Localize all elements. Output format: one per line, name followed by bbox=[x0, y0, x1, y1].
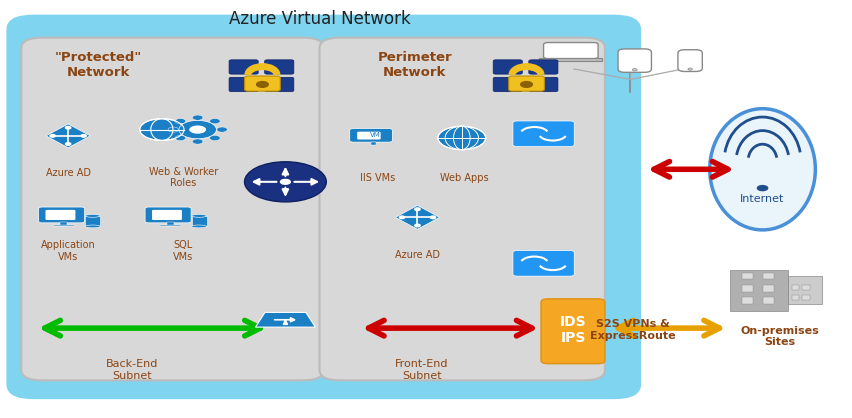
FancyBboxPatch shape bbox=[265, 60, 294, 74]
Text: Perimeter
Network: Perimeter Network bbox=[377, 51, 452, 79]
FancyBboxPatch shape bbox=[678, 50, 702, 71]
Circle shape bbox=[245, 162, 326, 202]
Text: IIS VMs: IIS VMs bbox=[360, 173, 395, 183]
FancyBboxPatch shape bbox=[9, 17, 639, 397]
Circle shape bbox=[179, 120, 216, 139]
Circle shape bbox=[140, 119, 184, 140]
Circle shape bbox=[50, 135, 55, 137]
Bar bbox=[730, 270, 788, 311]
Text: Application
VMs: Application VMs bbox=[41, 240, 95, 262]
FancyBboxPatch shape bbox=[509, 76, 544, 91]
FancyBboxPatch shape bbox=[349, 129, 392, 142]
Text: S2S VPNs &
ExpressRoute: S2S VPNs & ExpressRoute bbox=[590, 319, 676, 341]
Circle shape bbox=[400, 216, 405, 219]
Bar bbox=[803, 285, 810, 290]
Ellipse shape bbox=[192, 214, 207, 217]
Ellipse shape bbox=[192, 225, 207, 228]
Circle shape bbox=[210, 135, 220, 140]
FancyBboxPatch shape bbox=[544, 43, 598, 59]
Polygon shape bbox=[256, 312, 315, 327]
Text: Azure Virtual Network: Azure Virtual Network bbox=[228, 10, 411, 28]
Polygon shape bbox=[395, 205, 440, 229]
Bar bbox=[763, 297, 774, 304]
Text: Back-End
Subnet: Back-End Subnet bbox=[106, 359, 158, 381]
Text: Internet: Internet bbox=[740, 194, 785, 204]
Ellipse shape bbox=[710, 109, 815, 230]
Circle shape bbox=[176, 135, 186, 140]
Bar bbox=[763, 285, 774, 292]
Text: Azure AD: Azure AD bbox=[46, 168, 90, 178]
FancyBboxPatch shape bbox=[320, 38, 605, 380]
Circle shape bbox=[632, 69, 637, 71]
Circle shape bbox=[521, 82, 532, 87]
Bar bbox=[54, 225, 74, 227]
Circle shape bbox=[176, 119, 186, 124]
Circle shape bbox=[189, 125, 206, 134]
Circle shape bbox=[81, 135, 86, 137]
FancyBboxPatch shape bbox=[618, 49, 652, 72]
Circle shape bbox=[193, 115, 203, 120]
Bar bbox=[792, 285, 799, 290]
Circle shape bbox=[415, 208, 420, 211]
Bar bbox=[742, 285, 753, 292]
Circle shape bbox=[688, 68, 693, 70]
FancyBboxPatch shape bbox=[265, 77, 294, 92]
Bar bbox=[85, 216, 101, 227]
FancyBboxPatch shape bbox=[357, 132, 381, 140]
FancyBboxPatch shape bbox=[38, 207, 84, 223]
Bar bbox=[539, 58, 602, 61]
Circle shape bbox=[256, 82, 268, 87]
Bar bbox=[160, 225, 181, 227]
Text: Web & Worker
Roles: Web & Worker Roles bbox=[148, 167, 218, 189]
Circle shape bbox=[280, 179, 291, 184]
Ellipse shape bbox=[85, 225, 101, 228]
Text: IDS
IPS: IDS IPS bbox=[560, 315, 586, 345]
Text: SQL
VMs: SQL VMs bbox=[173, 240, 193, 262]
Bar bbox=[60, 222, 67, 226]
FancyBboxPatch shape bbox=[493, 77, 522, 92]
Text: VM: VM bbox=[370, 133, 381, 138]
Circle shape bbox=[66, 126, 71, 129]
Bar bbox=[742, 273, 753, 280]
Circle shape bbox=[430, 216, 435, 219]
FancyBboxPatch shape bbox=[21, 38, 324, 380]
FancyBboxPatch shape bbox=[529, 60, 558, 74]
Circle shape bbox=[216, 127, 227, 132]
FancyBboxPatch shape bbox=[493, 60, 522, 74]
Bar bbox=[803, 295, 810, 300]
Circle shape bbox=[66, 143, 71, 145]
Circle shape bbox=[438, 126, 486, 150]
Circle shape bbox=[757, 186, 768, 191]
FancyBboxPatch shape bbox=[145, 207, 191, 223]
FancyBboxPatch shape bbox=[513, 121, 574, 147]
Circle shape bbox=[168, 127, 179, 132]
Bar bbox=[371, 142, 376, 145]
Polygon shape bbox=[46, 124, 90, 148]
FancyBboxPatch shape bbox=[513, 250, 574, 276]
FancyBboxPatch shape bbox=[152, 210, 181, 220]
Text: Front-End
Subnet: Front-End Subnet bbox=[395, 359, 448, 381]
Bar bbox=[742, 297, 753, 304]
Text: On-premises
Sites: On-premises Sites bbox=[740, 326, 819, 347]
Bar bbox=[192, 216, 207, 227]
FancyBboxPatch shape bbox=[541, 299, 605, 364]
Bar bbox=[763, 273, 774, 280]
FancyBboxPatch shape bbox=[229, 60, 258, 74]
Circle shape bbox=[210, 119, 220, 124]
Text: Web Apps: Web Apps bbox=[440, 173, 489, 183]
Bar bbox=[167, 222, 174, 226]
Ellipse shape bbox=[85, 214, 101, 217]
FancyBboxPatch shape bbox=[529, 77, 558, 92]
FancyBboxPatch shape bbox=[245, 76, 280, 91]
Bar bbox=[792, 295, 799, 300]
Circle shape bbox=[193, 139, 203, 144]
Circle shape bbox=[415, 224, 420, 227]
FancyBboxPatch shape bbox=[45, 210, 75, 220]
Text: "Protected"
Network: "Protected" Network bbox=[55, 51, 141, 79]
FancyBboxPatch shape bbox=[229, 77, 258, 92]
Bar bbox=[788, 276, 822, 304]
Text: Azure AD: Azure AD bbox=[395, 250, 440, 260]
